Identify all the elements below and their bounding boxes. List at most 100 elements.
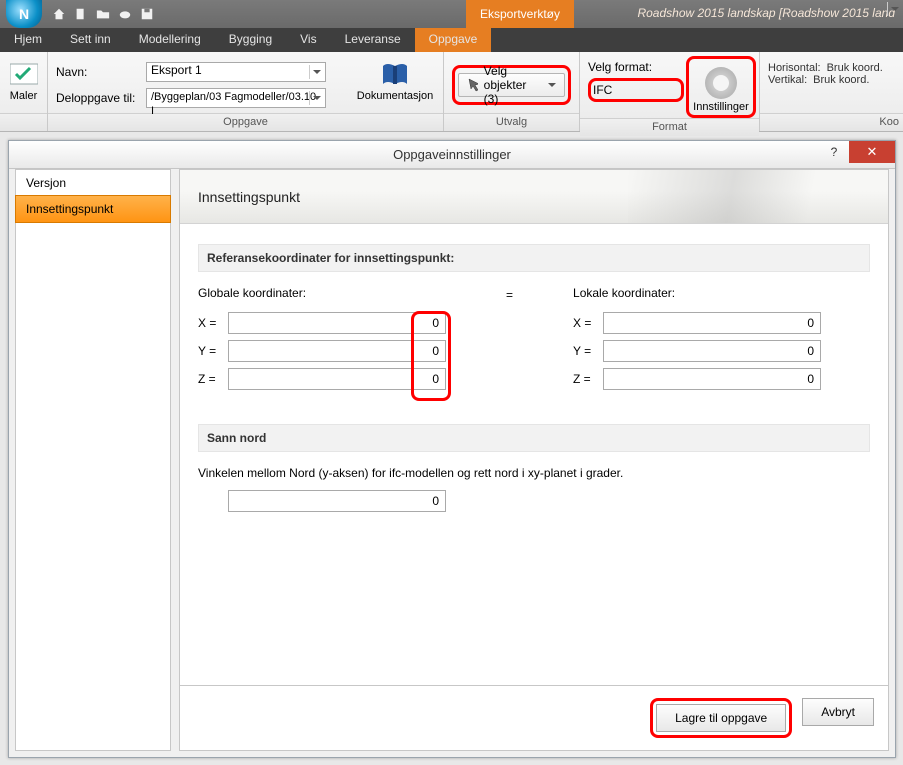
globale-label: Globale koordinater:: [198, 286, 446, 300]
chevron-down-icon[interactable]: [309, 91, 323, 105]
format-highlight: IFC: [588, 78, 684, 102]
sidebar-item-versjon[interactable]: Versjon: [16, 170, 170, 196]
velg-objekter-label: Velg objekter (3): [484, 64, 542, 106]
navn-label: Navn:: [56, 65, 146, 79]
cancel-button[interactable]: Avbryt: [802, 698, 874, 726]
deloppgave-label: Deloppgave til:: [56, 91, 146, 105]
menu-vis[interactable]: Vis: [286, 28, 330, 52]
group-label-utvalg: Utvalg: [444, 113, 579, 131]
chevron-down-icon[interactable]: [309, 65, 323, 79]
x-label: X =: [198, 316, 228, 330]
horisontal-label: Horisontal:: [768, 62, 821, 74]
dialog-title: Oppgaveinnstillinger: [393, 147, 511, 162]
dialog-main: Innsettingspunkt Referansekoordinater fo…: [179, 169, 889, 751]
velg-format-label: Velg format:: [588, 60, 684, 74]
doc-icon[interactable]: [74, 7, 88, 21]
save-button[interactable]: Lagre til oppgave: [656, 704, 786, 732]
context-tab: Eksportverktøy: [466, 0, 574, 28]
row-y: Y =: [198, 340, 446, 362]
local-y-input[interactable]: [603, 340, 821, 362]
dokumentasjon-button[interactable]: Dokumentasjon: [355, 56, 435, 102]
menu-leveranse[interactable]: Leveranse: [331, 28, 415, 52]
format-field[interactable]: IFC: [593, 83, 679, 97]
row-lx: X =: [573, 312, 821, 334]
ref-section-header: Referansekoordinater for innsettingspunk…: [198, 244, 870, 272]
innstillinger-highlight: Innstillinger: [686, 56, 756, 118]
group-label-format: Format: [580, 118, 759, 136]
gear-icon: [705, 67, 737, 99]
koord-list: Horisontal:Bruk koord. Vertikal:Bruk koo…: [768, 62, 883, 86]
quick-access-toolbar: [52, 7, 154, 21]
vertikal-label: Vertikal:: [768, 74, 807, 86]
sidebar-item-innsettingspunkt[interactable]: Innsettingspunkt: [15, 195, 171, 223]
ribbon-group-format: Velg format: IFC Innstillinger Format: [580, 52, 760, 131]
ribbon-group-maler: Maler: [0, 52, 48, 131]
velg-objekter-highlight: Velg objekter (3): [452, 65, 571, 105]
app-title: Roadshow 2015 landskap [Roadshow 2015 la…: [637, 6, 895, 20]
close-button[interactable]: ✕: [849, 141, 895, 163]
global-column: Globale koordinater: X = Y = Z =: [198, 286, 446, 396]
settings-dialog: Oppgaveinnstillinger ? ✕ Versjon Innsett…: [8, 140, 896, 758]
menu-hjem[interactable]: Hjem: [0, 28, 56, 52]
local-x-input[interactable]: [603, 312, 821, 334]
open-icon[interactable]: [96, 7, 110, 21]
lokale-label: Lokale koordinater:: [573, 286, 821, 300]
y-label: Y =: [198, 344, 228, 358]
app-orb[interactable]: N: [6, 0, 42, 28]
format-value: IFC: [593, 83, 612, 97]
dokumentasjon-label: Dokumentasjon: [357, 90, 433, 102]
equals-sign: =: [506, 288, 513, 302]
ribbon: Maler Navn: Eksport 1 Deloppgave til: /B…: [0, 52, 903, 132]
menu-bar: Hjem Sett inn Modellering Bygging Vis Le…: [0, 28, 903, 52]
deloppgave-field[interactable]: /Byggeplan/03 Fagmodeller/03.10 I: [146, 88, 326, 108]
local-column: Lokale koordinater: X = Y = Z =: [573, 286, 821, 396]
menu-bygging[interactable]: Bygging: [215, 28, 286, 52]
sann-nord-text: Vinkelen mellom Nord (y-aksen) for ifc-m…: [198, 466, 870, 480]
menu-oppgave[interactable]: Oppgave: [415, 28, 492, 52]
chevron-down-icon[interactable]: [887, 2, 901, 16]
horisontal-value: Bruk koord.: [827, 62, 883, 74]
chevron-down-icon[interactable]: [548, 78, 556, 92]
dialog-titlebar: Oppgaveinnstillinger ? ✕: [9, 141, 895, 169]
navn-value: Eksport 1: [151, 63, 202, 77]
vertikal-value: Bruk koord.: [813, 74, 869, 86]
lx-label: X =: [573, 316, 603, 330]
row-lz: Z =: [573, 368, 821, 390]
global-x-input[interactable]: [228, 312, 446, 334]
ly-label: Y =: [573, 344, 603, 358]
sann-nord-section-header: Sann nord: [198, 424, 870, 452]
group-label-koord: Koo: [760, 113, 903, 131]
innstillinger-button[interactable]: Innstillinger: [691, 61, 751, 113]
home-icon[interactable]: [52, 7, 66, 21]
help-button[interactable]: ?: [819, 141, 849, 163]
group-label-maler: [0, 113, 47, 131]
menu-settinn[interactable]: Sett inn: [56, 28, 125, 52]
ribbon-group-utvalg: Velg objekter (3) Utvalg: [444, 52, 580, 131]
save-highlight: Lagre til oppgave: [650, 698, 792, 738]
group-label-oppgave: Oppgave: [48, 113, 443, 131]
cloud-icon[interactable]: [118, 7, 132, 21]
oppgave-form: Navn: Eksport 1 Deloppgave til: /Byggepl…: [56, 62, 326, 108]
lz-label: Z =: [573, 372, 603, 386]
row-ly: Y =: [573, 340, 821, 362]
main-header: Innsettingspunkt: [180, 170, 888, 224]
ribbon-group-koord: Horisontal:Bruk koord. Vertikal:Bruk koo…: [760, 52, 903, 131]
book-icon: [379, 60, 411, 88]
global-z-input[interactable]: [228, 368, 446, 390]
global-y-input[interactable]: [228, 340, 446, 362]
save-icon[interactable]: [140, 7, 154, 21]
local-z-input[interactable]: [603, 368, 821, 390]
check-icon: [10, 60, 38, 88]
main-heading: Innsettingspunkt: [198, 189, 300, 205]
maler-label: Maler: [10, 90, 38, 102]
menu-modellering[interactable]: Modellering: [125, 28, 215, 52]
coords-block: Globale koordinater: X = Y = Z =: [198, 286, 870, 396]
maler-button[interactable]: Maler: [8, 56, 39, 102]
row-z: Z =: [198, 368, 446, 390]
angle-input[interactable]: [228, 490, 446, 512]
navn-field[interactable]: Eksport 1: [146, 62, 326, 82]
cursor-icon: [467, 77, 478, 93]
row-x: X =: [198, 312, 446, 334]
velg-objekter-button[interactable]: Velg objekter (3): [458, 73, 565, 97]
z-label: Z =: [198, 372, 228, 386]
